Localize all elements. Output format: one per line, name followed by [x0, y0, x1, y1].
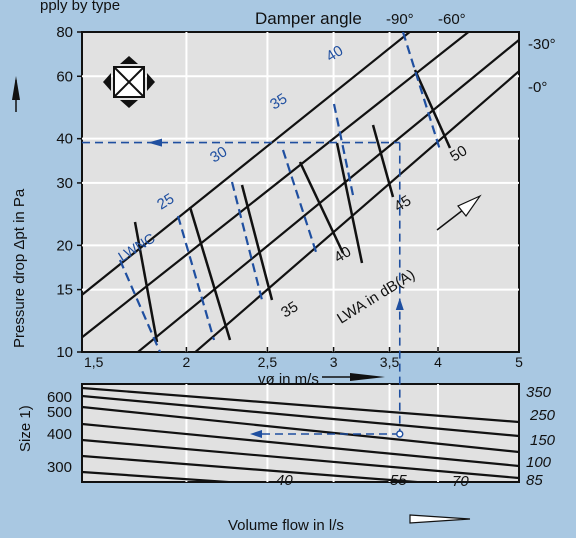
header-fragment: pply by type: [40, 0, 120, 14]
y-axis-arrow: [12, 76, 20, 112]
size-line: [82, 405, 519, 454]
top-plot-area: [81, 31, 520, 353]
y-tick-label: 10: [56, 344, 73, 361]
x-tick-label: 2,5: [258, 354, 278, 370]
angle-label-neg0: -0°: [528, 79, 547, 96]
example-arrow-bottom: [250, 430, 262, 438]
y-tick-label: 20: [56, 237, 73, 254]
sound-isoline: [133, 221, 159, 343]
y-tick-label: 60: [56, 68, 73, 85]
size-line: [82, 386, 519, 424]
nc-isoline: [332, 103, 356, 201]
size-right-label: 85: [526, 472, 543, 489]
size-line: [82, 422, 519, 468]
sound-isoline: [371, 124, 395, 198]
x-tick-label: 5: [515, 354, 523, 370]
y-tick-label: 80: [56, 24, 73, 41]
example-arrow-up: [395, 298, 404, 310]
series-line: [193, 69, 519, 352]
flow-tick-label: 70: [452, 473, 469, 490]
isoline-label: 40: [323, 42, 346, 65]
x-axis-arrow: [322, 373, 385, 381]
size-line: [82, 438, 519, 480]
size-tick-label: 300: [47, 459, 72, 476]
isoline-label: 35: [278, 298, 301, 321]
series-line: [136, 38, 519, 352]
flow-tick-label: 55: [390, 472, 407, 489]
lwa-arrow: [436, 194, 482, 231]
size-right-label: 150: [530, 432, 556, 449]
y-axis-label: Pressure drop Δpt in Pa: [11, 188, 28, 348]
angle-label-neg30: -30°: [528, 36, 556, 53]
size-right-label: 250: [529, 407, 556, 424]
size-line: [82, 454, 431, 482]
y-tick-label: 30: [56, 175, 73, 192]
nc-isoline: [401, 32, 442, 151]
isoline-label: 40: [331, 243, 354, 266]
x-tick-label: 3: [330, 354, 338, 370]
nc-isoline: [118, 259, 162, 352]
nc-isoline: [281, 149, 318, 253]
angle-label-neg90: -90°: [386, 11, 414, 28]
isoline-label: 25: [154, 190, 177, 213]
sound-isoline: [335, 142, 364, 264]
isoline-label: 30: [207, 143, 230, 166]
angle-label-neg60: -60°: [438, 11, 466, 28]
size-axis-label: Size 1): [17, 405, 34, 452]
example-arrow-left: [148, 138, 162, 147]
sound-isoline: [240, 184, 274, 301]
nc-isoline: [230, 181, 264, 301]
x-tick-label: 3,5: [380, 354, 400, 370]
volume-flow-arrow: [409, 514, 471, 524]
chart-title: Damper angle: [255, 9, 362, 28]
y-tick-label: 40: [56, 131, 73, 148]
x-axis-label: vø in m/s: [258, 371, 319, 388]
size-tick-label: 600: [47, 389, 72, 406]
series-line: [82, 32, 412, 297]
size-tick-label: 400: [47, 426, 72, 443]
x-tick-label: 4: [434, 354, 442, 370]
flow-tick-label: 40: [276, 472, 293, 489]
sound-isoline: [188, 206, 232, 341]
example-point: [396, 430, 404, 438]
size-line: [82, 470, 244, 482]
x-tick-label: 1,5: [84, 354, 104, 370]
sound-isoline: [298, 161, 345, 254]
x-tick-label: 2: [183, 354, 191, 370]
isoline-label: 35: [267, 90, 290, 113]
isoline-label: 45: [391, 192, 414, 215]
volume-flow-label: Volume flow in l/s: [228, 517, 344, 533]
size-tick-label: 500: [47, 404, 72, 421]
size-right-label: 100: [526, 454, 552, 471]
size-right-label: 350: [526, 384, 552, 401]
nc-isoline: [176, 215, 216, 341]
y-tick-label: 15: [56, 282, 73, 299]
sound-isoline: [413, 69, 452, 149]
size-line: [82, 394, 519, 438]
bottom-plot-area: [81, 383, 520, 483]
isoline-label: 50: [447, 142, 470, 165]
damper-symbol-icon: [103, 56, 155, 108]
